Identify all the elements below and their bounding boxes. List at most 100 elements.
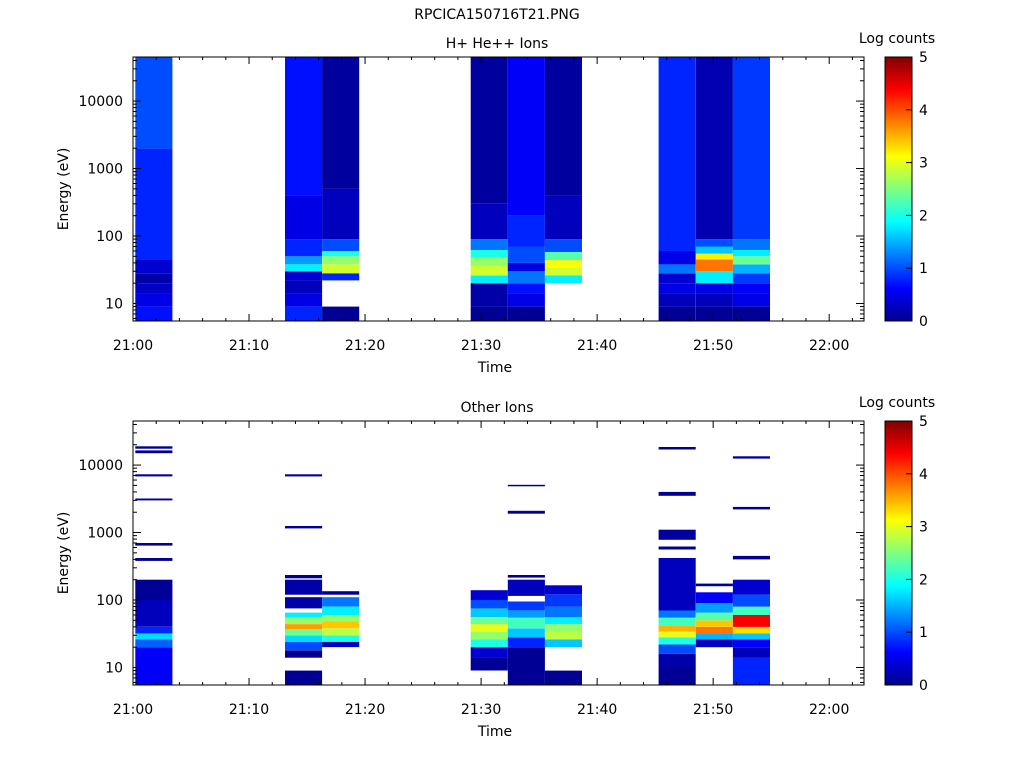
spectrogram-cell [470,57,508,204]
spectrogram-cell [544,275,582,284]
spectrogram-cell [658,273,696,284]
spectrogram-cell [470,624,508,632]
spectrogram-cell [544,606,582,618]
panel-title: Other Ions [460,400,533,416]
spectrogram-cell [544,670,582,685]
spectrogram-cell [135,626,173,634]
spectrogram-cell [507,215,545,247]
spectrogram-cell [658,558,696,611]
spectrogram-cell [470,283,508,307]
colorbar-label: Log counts [859,31,935,47]
x-tick-label: 21:00 [113,338,153,354]
spectrogram-cell [285,526,323,529]
spectrogram-cell [285,629,323,636]
spectrogram-cell [658,631,696,638]
spectrogram-cell [695,633,733,640]
colorbar-tick-label: 2 [919,208,928,224]
y-tick-label: 100 [96,229,123,245]
spectrogram-cell [695,583,733,587]
spectrogram-cell [544,585,582,595]
spectrogram-cell [732,506,770,510]
spectrogram-cell [732,293,770,307]
spectrogram-cell [732,555,770,560]
spectrogram-cell [285,617,323,624]
spectrogram-cell [135,639,173,648]
spectrogram-cell [285,239,323,257]
spectrogram-cell [322,615,360,622]
spectrogram-cell [285,597,323,609]
spectrogram-cell [695,626,733,634]
spectrogram-cell [695,612,733,621]
spectrogram-cell [507,262,545,272]
spectrogram-cell [544,239,582,252]
spectrogram-cell [470,239,508,250]
spectrogram-cell [732,657,770,685]
y-tick-label: 1000 [87,162,123,178]
spectrogram-cell [658,625,696,632]
spectrogram-cell [322,256,360,265]
spectrogram-cell [135,446,173,449]
spectrogram-cell [285,474,323,477]
spectrogram-cell [507,579,545,596]
y-tick-label: 100 [96,593,123,609]
x-tick-label: 21:20 [345,702,385,718]
spectrogram-cell [507,610,545,618]
spectrogram-cell [135,633,173,640]
spectrogram-cell [695,271,733,284]
spectrogram-cell [285,306,323,321]
figure-title: RPCICA150716T21.PNG [414,7,579,23]
spectrogram-cell [695,57,733,240]
spectrogram-cell [732,264,770,274]
spectrogram-cell [135,273,173,284]
spectrogram-cell [732,606,770,615]
spectrogram-cell [732,256,770,265]
spectrogram-cell [507,271,545,284]
spectrogram-cell [135,283,173,294]
spectrogram-cell [658,293,696,307]
y-tick-label: 10000 [78,94,123,110]
spectrogram-cell [732,639,770,648]
spectrogram-cell [322,635,360,642]
spectrogram-cell [470,590,508,601]
spectrogram-cell [322,641,360,648]
colorbar-tick-label: 2 [919,572,928,588]
spectrogram-cell [507,637,545,648]
spectrogram-cell [135,647,173,685]
spectrogram-cell [322,251,360,257]
spectrogram-cell [695,283,733,294]
x-tick-label: 21:10 [229,702,269,718]
spectrogram-cell [285,641,323,651]
spectrogram-cell [544,639,582,648]
spectrogram-cell [470,639,508,648]
spectrogram-cell [658,283,696,294]
spectrogram-cell [470,257,508,266]
spectrogram-cell [285,293,323,307]
x-tick-label: 22:00 [809,702,849,718]
spectrogram-cell [732,456,770,459]
spectrogram-cell [135,558,173,561]
spectrogram-cell [470,265,508,276]
x-tick-label: 21:30 [461,702,501,718]
panel-title: H+ He++ Ions [446,36,549,52]
spectrogram-cell [695,253,733,260]
spectrogram-cell [135,293,173,307]
spectrogram-cell [658,546,696,550]
colorbar-tick-label: 1 [919,261,928,277]
spectrogram-cell [658,491,696,496]
colorbar-label: Log counts [859,395,935,411]
spectrogram-cell [285,280,323,294]
spectrogram-cell [732,626,770,634]
spectrogram-cell [285,57,323,196]
spectrogram-cell [695,293,733,307]
spectrogram-cell [135,600,173,627]
spectrogram-cell [322,273,360,281]
spectrogram-cell [322,264,360,274]
y-axis-label: Energy (eV) [56,512,72,595]
spectrogram-cell [322,628,360,636]
spectrogram-cell [322,597,360,607]
colorbar-tick-label: 4 [919,467,928,483]
spectrogram-cell [732,594,770,607]
spectrogram-cell [470,631,508,640]
spectrogram-cell [507,484,545,487]
